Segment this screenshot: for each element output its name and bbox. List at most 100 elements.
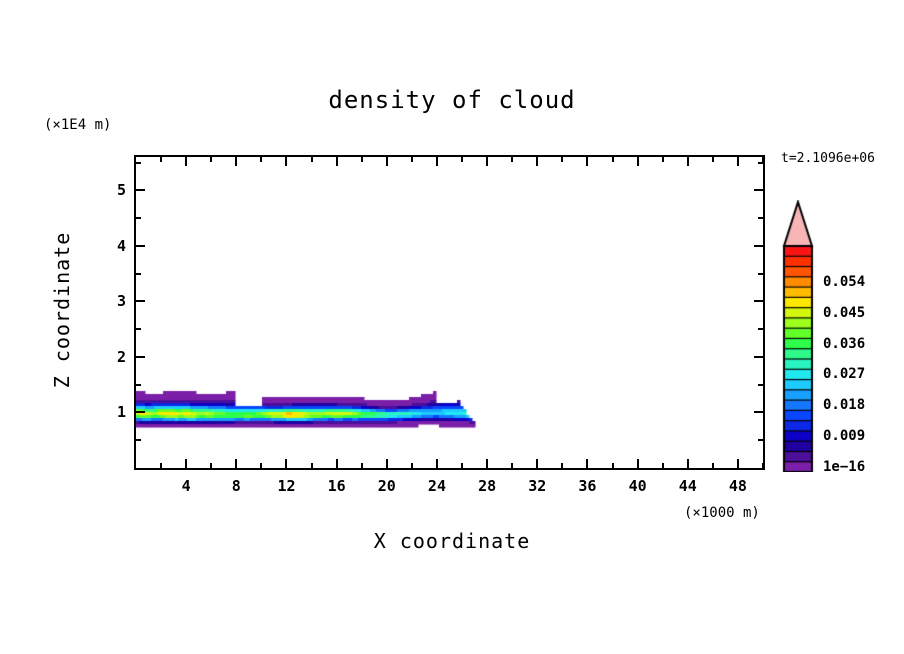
x-tick-label: 40 bbox=[628, 477, 647, 495]
colorbar bbox=[781, 200, 815, 472]
x-tick-minor bbox=[662, 463, 664, 468]
x-tick-major-top bbox=[536, 157, 538, 166]
x-tick-major-top bbox=[486, 157, 488, 166]
chart-title: density of cloud bbox=[328, 86, 576, 114]
x-tick-major bbox=[285, 459, 287, 468]
colorbar-tick-label: 0.027 bbox=[823, 366, 866, 383]
x-tick-label: 48 bbox=[728, 477, 747, 495]
x-tick-major-top bbox=[235, 157, 237, 166]
y-tick-minor-right bbox=[758, 384, 763, 386]
x-tick-minor-top bbox=[561, 157, 563, 162]
y-tick-minor bbox=[136, 273, 141, 275]
y-tick-label: 4 bbox=[116, 236, 126, 255]
x-tick-minor bbox=[461, 463, 463, 468]
x-tick-minor bbox=[311, 463, 313, 468]
x-tick-label: 36 bbox=[578, 477, 597, 495]
colorbar-tick-label: 0.009 bbox=[823, 428, 866, 445]
x-tick-major bbox=[386, 459, 388, 468]
x-tick-major bbox=[687, 459, 689, 468]
x-tick-minor-top bbox=[411, 157, 413, 162]
x-tick-minor-top bbox=[160, 157, 162, 162]
x-tick-minor bbox=[612, 463, 614, 468]
y-tick-minor-right bbox=[758, 162, 763, 164]
x-tick-major bbox=[185, 459, 187, 468]
y-tick-major-right bbox=[754, 411, 763, 413]
y-tick-minor bbox=[136, 439, 141, 441]
x-tick-label: 24 bbox=[427, 477, 446, 495]
colorbar-tick-label: 0.054 bbox=[823, 273, 866, 290]
x-tick-label: 4 bbox=[181, 477, 191, 495]
y-tick-label: 2 bbox=[116, 347, 126, 366]
x-tick-label: 8 bbox=[231, 477, 241, 495]
y-tick-major bbox=[136, 300, 145, 302]
x-tick-minor-top bbox=[210, 157, 212, 162]
x-axis-title: X coordinate bbox=[373, 529, 531, 553]
x-tick-major bbox=[536, 459, 538, 468]
x-tick-major-top bbox=[737, 157, 739, 166]
x-tick-minor bbox=[511, 463, 513, 468]
y-tick-minor bbox=[136, 328, 141, 330]
x-tick-major bbox=[586, 459, 588, 468]
x-tick-major-top bbox=[185, 157, 187, 166]
y-tick-label: 3 bbox=[116, 292, 126, 311]
x-tick-major bbox=[637, 459, 639, 468]
x-tick-minor bbox=[712, 463, 714, 468]
y-tick-major bbox=[136, 356, 145, 358]
x-tick-minor-top bbox=[662, 157, 664, 162]
x-tick-major-top bbox=[586, 157, 588, 166]
x-tick-major-top bbox=[637, 157, 639, 166]
colorbar-tick-label: 0.045 bbox=[823, 304, 866, 321]
colorbar-tick-label: 1e−16 bbox=[823, 458, 866, 475]
y-axis-unit-label: (×1E4 m) bbox=[44, 117, 112, 133]
x-tick-label: 44 bbox=[678, 477, 697, 495]
x-axis-unit-label: (×1000 m) bbox=[684, 505, 760, 521]
x-tick-major bbox=[336, 459, 338, 468]
contour-field bbox=[136, 157, 763, 468]
timestamp-label: t=2.1096e+06 bbox=[781, 151, 875, 166]
y-tick-major-right bbox=[754, 356, 763, 358]
x-tick-minor bbox=[260, 463, 262, 468]
x-tick-label: 16 bbox=[327, 477, 346, 495]
x-tick-minor-top bbox=[712, 157, 714, 162]
y-tick-minor-right bbox=[758, 273, 763, 275]
x-tick-major bbox=[737, 459, 739, 468]
y-tick-minor bbox=[136, 162, 141, 164]
x-tick-minor bbox=[361, 463, 363, 468]
x-tick-label: 20 bbox=[377, 477, 396, 495]
y-tick-major bbox=[136, 245, 145, 247]
x-tick-major bbox=[235, 459, 237, 468]
y-tick-minor-right bbox=[758, 217, 763, 219]
y-tick-major bbox=[136, 411, 145, 413]
x-tick-minor bbox=[561, 463, 563, 468]
colorbar-swatches bbox=[781, 200, 815, 472]
x-tick-minor-top bbox=[762, 157, 764, 162]
y-axis-title: Z coordinate bbox=[50, 231, 74, 389]
x-tick-label: 12 bbox=[277, 477, 296, 495]
x-tick-major-top bbox=[687, 157, 689, 166]
x-tick-minor bbox=[210, 463, 212, 468]
x-tick-minor-top bbox=[612, 157, 614, 162]
x-tick-major-top bbox=[436, 157, 438, 166]
y-tick-major-right bbox=[754, 300, 763, 302]
y-tick-minor bbox=[136, 217, 141, 219]
x-tick-major-top bbox=[336, 157, 338, 166]
x-tick-major-top bbox=[386, 157, 388, 166]
x-tick-label: 32 bbox=[528, 477, 547, 495]
y-tick-minor bbox=[136, 384, 141, 386]
y-tick-major-right bbox=[754, 189, 763, 191]
x-tick-minor bbox=[411, 463, 413, 468]
y-tick-label: 5 bbox=[116, 181, 126, 200]
y-tick-label: 1 bbox=[116, 403, 126, 422]
x-tick-major bbox=[436, 459, 438, 468]
x-tick-major bbox=[486, 459, 488, 468]
colorbar-tick-label: 0.036 bbox=[823, 335, 866, 352]
plot-area bbox=[134, 155, 765, 470]
x-tick-minor-top bbox=[311, 157, 313, 162]
x-tick-minor bbox=[160, 463, 162, 468]
y-tick-major-right bbox=[754, 245, 763, 247]
x-tick-major-top bbox=[285, 157, 287, 166]
x-tick-minor-top bbox=[361, 157, 363, 162]
y-tick-major bbox=[136, 189, 145, 191]
x-tick-minor-top bbox=[461, 157, 463, 162]
